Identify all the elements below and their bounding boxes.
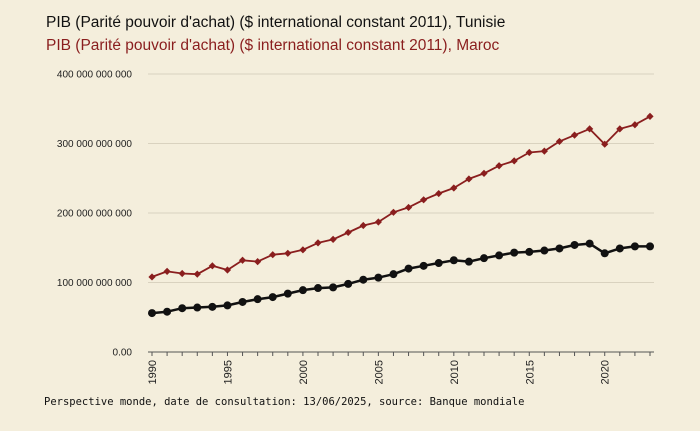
data-point-tunisie <box>555 244 564 253</box>
source-footer: Perspective monde, date de consultation:… <box>44 396 525 408</box>
data-point-tunisie <box>585 239 594 248</box>
data-point-tunisie <box>480 254 488 263</box>
data-point-tunisie <box>193 303 202 312</box>
data-point-maroc <box>148 273 156 281</box>
x-tick-label: 2015 <box>524 360 536 384</box>
x-tick-label: 2010 <box>449 360 461 384</box>
data-point-maroc <box>299 246 307 254</box>
data-point-tunisie <box>178 304 187 313</box>
x-tick-label: 2000 <box>298 360 310 384</box>
data-point-tunisie <box>525 247 534 256</box>
y-tick-label: 0.00 <box>113 348 133 359</box>
data-point-maroc <box>435 189 443 198</box>
data-point-tunisie <box>600 249 609 258</box>
data-point-maroc <box>238 256 247 264</box>
y-tick-label: 400 000 000 000 <box>57 70 133 81</box>
data-point-tunisie <box>449 256 458 265</box>
data-point-maroc <box>555 137 564 146</box>
data-point-tunisie <box>268 293 277 302</box>
data-point-tunisie <box>374 273 383 282</box>
data-point-tunisie <box>540 246 549 255</box>
y-tick-label: 100 000 000 000 <box>57 278 133 289</box>
data-point-maroc <box>631 121 639 129</box>
chart-title-maroc: PIB (Parité pouvoir d'achat) ($ internat… <box>46 37 500 54</box>
data-point-tunisie <box>615 244 624 253</box>
data-point-maroc <box>420 196 428 204</box>
data-point-tunisie <box>253 295 262 304</box>
data-point-tunisie <box>223 301 232 310</box>
data-point-maroc <box>359 221 367 230</box>
data-point-maroc <box>510 157 518 165</box>
x-tick-label: 2020 <box>600 360 612 384</box>
data-point-tunisie <box>208 302 217 311</box>
chart-title-tunisie: PIB (Parité pouvoir d'achat) ($ internat… <box>46 14 506 31</box>
data-point-maroc <box>601 140 609 148</box>
data-point-tunisie <box>329 283 338 292</box>
data-point-tunisie <box>359 275 368 284</box>
y-tick-label: 300 000 000 000 <box>57 139 133 150</box>
data-point-maroc <box>450 184 458 192</box>
data-point-maroc <box>465 175 473 183</box>
data-point-maroc <box>254 258 262 266</box>
y-tick-label: 200 000 000 000 <box>57 209 133 220</box>
data-point-maroc <box>404 203 413 212</box>
data-point-tunisie <box>404 264 413 273</box>
data-point-maroc <box>314 239 322 247</box>
data-point-tunisie <box>344 279 353 288</box>
data-point-maroc <box>646 112 654 120</box>
x-tick-label: 1995 <box>222 360 234 384</box>
data-point-maroc <box>269 251 277 259</box>
data-point-tunisie <box>283 289 292 298</box>
data-point-maroc <box>329 235 337 244</box>
data-point-maroc <box>284 249 292 257</box>
data-point-tunisie <box>630 242 639 251</box>
data-point-tunisie <box>298 286 307 295</box>
data-point-maroc <box>193 270 201 278</box>
data-point-maroc <box>163 267 171 275</box>
data-point-tunisie <box>389 270 398 279</box>
data-point-tunisie <box>163 307 172 316</box>
data-point-maroc <box>208 262 216 270</box>
axes: 0.00 100 000 000 000 200 000 000 000 300 00… <box>57 70 654 384</box>
x-tick-label: 2005 <box>373 360 385 384</box>
data-point-maroc <box>586 125 594 133</box>
data-point-tunisie <box>314 284 322 293</box>
data-point-tunisie <box>495 251 504 260</box>
series-line-tunisie <box>151 242 650 315</box>
data-point-tunisie <box>419 261 428 270</box>
data-point-maroc <box>374 218 382 226</box>
data-point-maroc <box>389 208 398 216</box>
data-point-tunisie <box>510 248 519 257</box>
data-point-tunisie <box>570 240 579 249</box>
data-point-maroc <box>223 266 232 274</box>
data-point-maroc <box>570 131 579 139</box>
data-point-tunisie <box>148 309 156 318</box>
data-point-tunisie <box>238 297 247 306</box>
data-point-maroc <box>616 125 624 133</box>
data-point-maroc <box>480 169 488 177</box>
data-point-tunisie <box>434 259 443 268</box>
data-point-maroc <box>495 162 503 170</box>
series-layer <box>148 112 654 318</box>
series-line-maroc <box>151 115 651 278</box>
data-point-tunisie <box>646 242 654 251</box>
data-point-maroc <box>344 228 352 237</box>
data-point-maroc <box>525 148 533 157</box>
data-point-maroc <box>178 269 186 278</box>
grid <box>148 73 654 283</box>
x-tick-label: 1990 <box>147 360 159 384</box>
data-point-tunisie <box>464 257 473 266</box>
data-point-maroc <box>540 147 548 155</box>
